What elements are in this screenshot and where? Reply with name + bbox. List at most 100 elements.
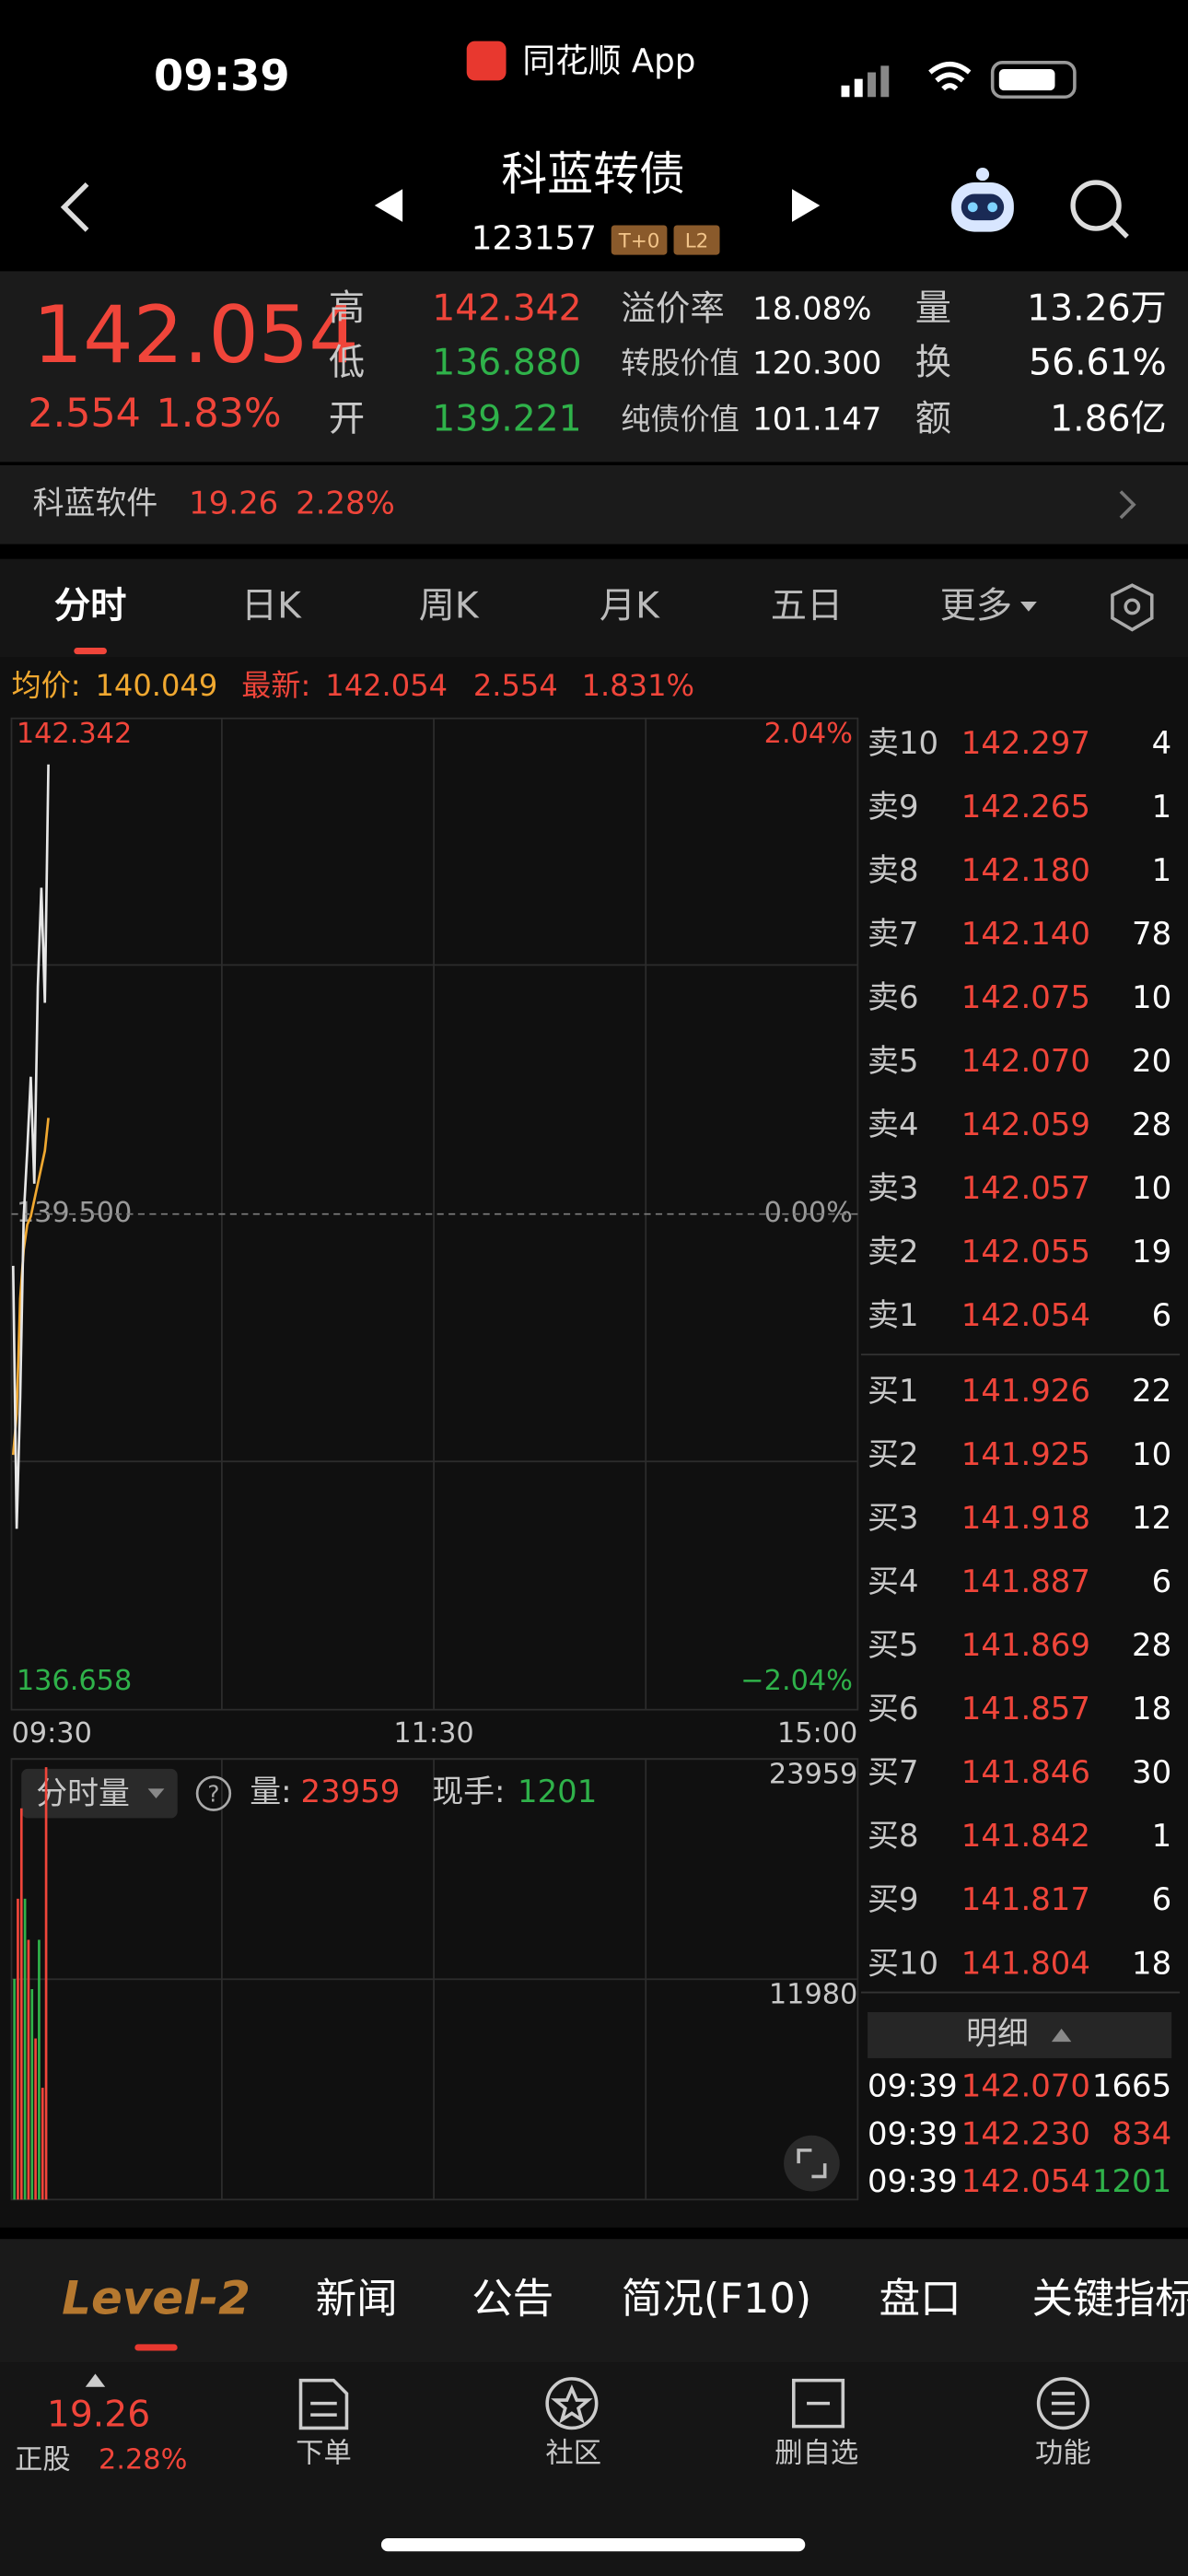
- book-price: 142.297: [961, 725, 1090, 761]
- pct-tick-label: 2.04%: [764, 718, 853, 750]
- footer-pct: 2.28%: [99, 2444, 187, 2476]
- tab[interactable]: 五日: [771, 586, 843, 627]
- assistant-icon[interactable]: [951, 167, 1014, 232]
- book-price: 142.070: [961, 1043, 1090, 1079]
- book-price: 142.054: [961, 1297, 1090, 1333]
- stat-label: 换: [915, 343, 951, 384]
- bottom-tab[interactable]: 新闻: [316, 2275, 398, 2323]
- back-button[interactable]: [60, 181, 89, 232]
- tab[interactable]: 周K: [419, 586, 480, 627]
- help-icon[interactable]: [195, 1775, 232, 1811]
- avg-line: [11, 1118, 50, 1456]
- volume-bar: [17, 1898, 19, 2200]
- book-level: 卖9: [868, 789, 918, 825]
- book-price: 141.918: [961, 1500, 1090, 1536]
- detail-time: 09:39: [868, 2163, 958, 2199]
- volume-bar: [30, 1989, 34, 2200]
- dropdown-arrow: [147, 1788, 165, 1799]
- book-price: 142.180: [961, 852, 1090, 888]
- avg-label: 均价:: [11, 668, 80, 703]
- footer-button[interactable]: 删自选: [775, 2437, 858, 2469]
- book-qty: 1: [1152, 789, 1172, 825]
- book-qty: 4: [1152, 725, 1172, 761]
- tag: L2: [685, 229, 709, 252]
- tab[interactable]: 更多: [940, 586, 1012, 627]
- detail-qty: 834: [1112, 2115, 1171, 2151]
- underlying-pct: 2.28%: [296, 485, 395, 521]
- latest-change: 2.554: [473, 668, 558, 703]
- stat-value: 56.61%: [1029, 343, 1167, 384]
- book-level: 买8: [868, 1818, 918, 1854]
- book-level: 买1: [868, 1373, 918, 1409]
- sort-arrow: [1051, 2028, 1072, 2043]
- latest-label: 最新:: [241, 668, 310, 703]
- footer-button[interactable]: 下单: [296, 2437, 352, 2469]
- book-price: 141.817: [961, 1881, 1090, 1917]
- book-qty: 10: [1132, 979, 1171, 1015]
- bottom-tab[interactable]: 关键指标: [1031, 2275, 1188, 2323]
- title: 科蓝转债: [501, 147, 685, 201]
- x-tick-label: 09:30: [11, 1717, 91, 1750]
- bottom-tab[interactable]: Level-2: [62, 2272, 250, 2325]
- tag-bg: [611, 225, 668, 255]
- book-level: 卖2: [868, 1234, 918, 1270]
- stat-value: 1.86亿: [1050, 398, 1167, 439]
- footer-button[interactable]: 社区: [545, 2437, 601, 2469]
- app-icon: [466, 41, 507, 81]
- footer-icons: [298, 2377, 1089, 2430]
- stat-label: 溢价率: [621, 288, 724, 329]
- y-tick-label: 142.342: [17, 718, 132, 750]
- stat-label: 量: [915, 288, 951, 330]
- footer-label: 正股: [15, 2444, 71, 2476]
- book-qty: 6: [1152, 1563, 1172, 1599]
- book-level: 买2: [868, 1436, 918, 1472]
- detail-header[interactable]: [868, 2011, 1172, 2058]
- home-indicator[interactable]: [380, 2537, 806, 2552]
- vol-label: 量:: [250, 1774, 291, 1809]
- book-qty: 18: [1132, 1945, 1171, 1981]
- stat-label: 转股价值: [621, 345, 739, 381]
- underlying-price: 19.26: [189, 485, 278, 521]
- footer-button[interactable]: 功能: [1035, 2437, 1091, 2469]
- tab-indicator: [74, 648, 107, 655]
- book-level: 卖1: [868, 1297, 918, 1333]
- tag-bg: [673, 225, 720, 255]
- underlying-row[interactable]: [0, 464, 1188, 544]
- dropdown-arrow: [1020, 602, 1037, 612]
- book-price: 142.055: [961, 1234, 1090, 1270]
- book-qty: 19: [1132, 1234, 1171, 1270]
- tab[interactable]: 日K: [241, 586, 302, 627]
- bottom-tab[interactable]: 简况(F10): [622, 2275, 811, 2323]
- book-price: 142.057: [961, 1170, 1090, 1206]
- app-name: 同花顺 App: [522, 42, 695, 80]
- expand-button[interactable]: [784, 2135, 840, 2192]
- book-price: 141.857: [961, 1691, 1090, 1727]
- bottom-tab[interactable]: 盘口: [879, 2275, 961, 2323]
- volume-selector-label[interactable]: 分时量: [36, 1775, 130, 1811]
- prev-button[interactable]: [374, 189, 403, 222]
- search-icon[interactable]: [1070, 180, 1129, 239]
- stat-value: 18.08%: [752, 291, 871, 327]
- book-qty: 12: [1132, 1500, 1171, 1536]
- book-level: 卖8: [868, 852, 918, 888]
- detail-time: 09:39: [868, 2068, 958, 2104]
- volume-selector[interactable]: [21, 1768, 178, 1819]
- next-button[interactable]: [792, 189, 821, 222]
- tab[interactable]: 月K: [600, 586, 660, 627]
- battery-level: [998, 68, 1055, 91]
- detail-title[interactable]: 明细: [966, 2015, 1029, 2051]
- book-level: 买3: [868, 1500, 918, 1536]
- stat-value: 13.26万: [1027, 288, 1167, 330]
- book-price: 141.887: [961, 1563, 1090, 1599]
- book-price: 142.075: [961, 979, 1090, 1015]
- tag: T+0: [618, 229, 660, 252]
- detail-price: 142.230: [961, 2115, 1090, 2151]
- bottom-tab[interactable]: 公告: [472, 2275, 553, 2323]
- stat-label: 高: [329, 288, 365, 330]
- book-price: 141.926: [961, 1373, 1090, 1409]
- settings-icon[interactable]: [1111, 583, 1154, 632]
- tab[interactable]: 分时: [54, 586, 126, 627]
- book-level: 卖6: [868, 979, 918, 1015]
- volume-bar: [23, 1898, 27, 2200]
